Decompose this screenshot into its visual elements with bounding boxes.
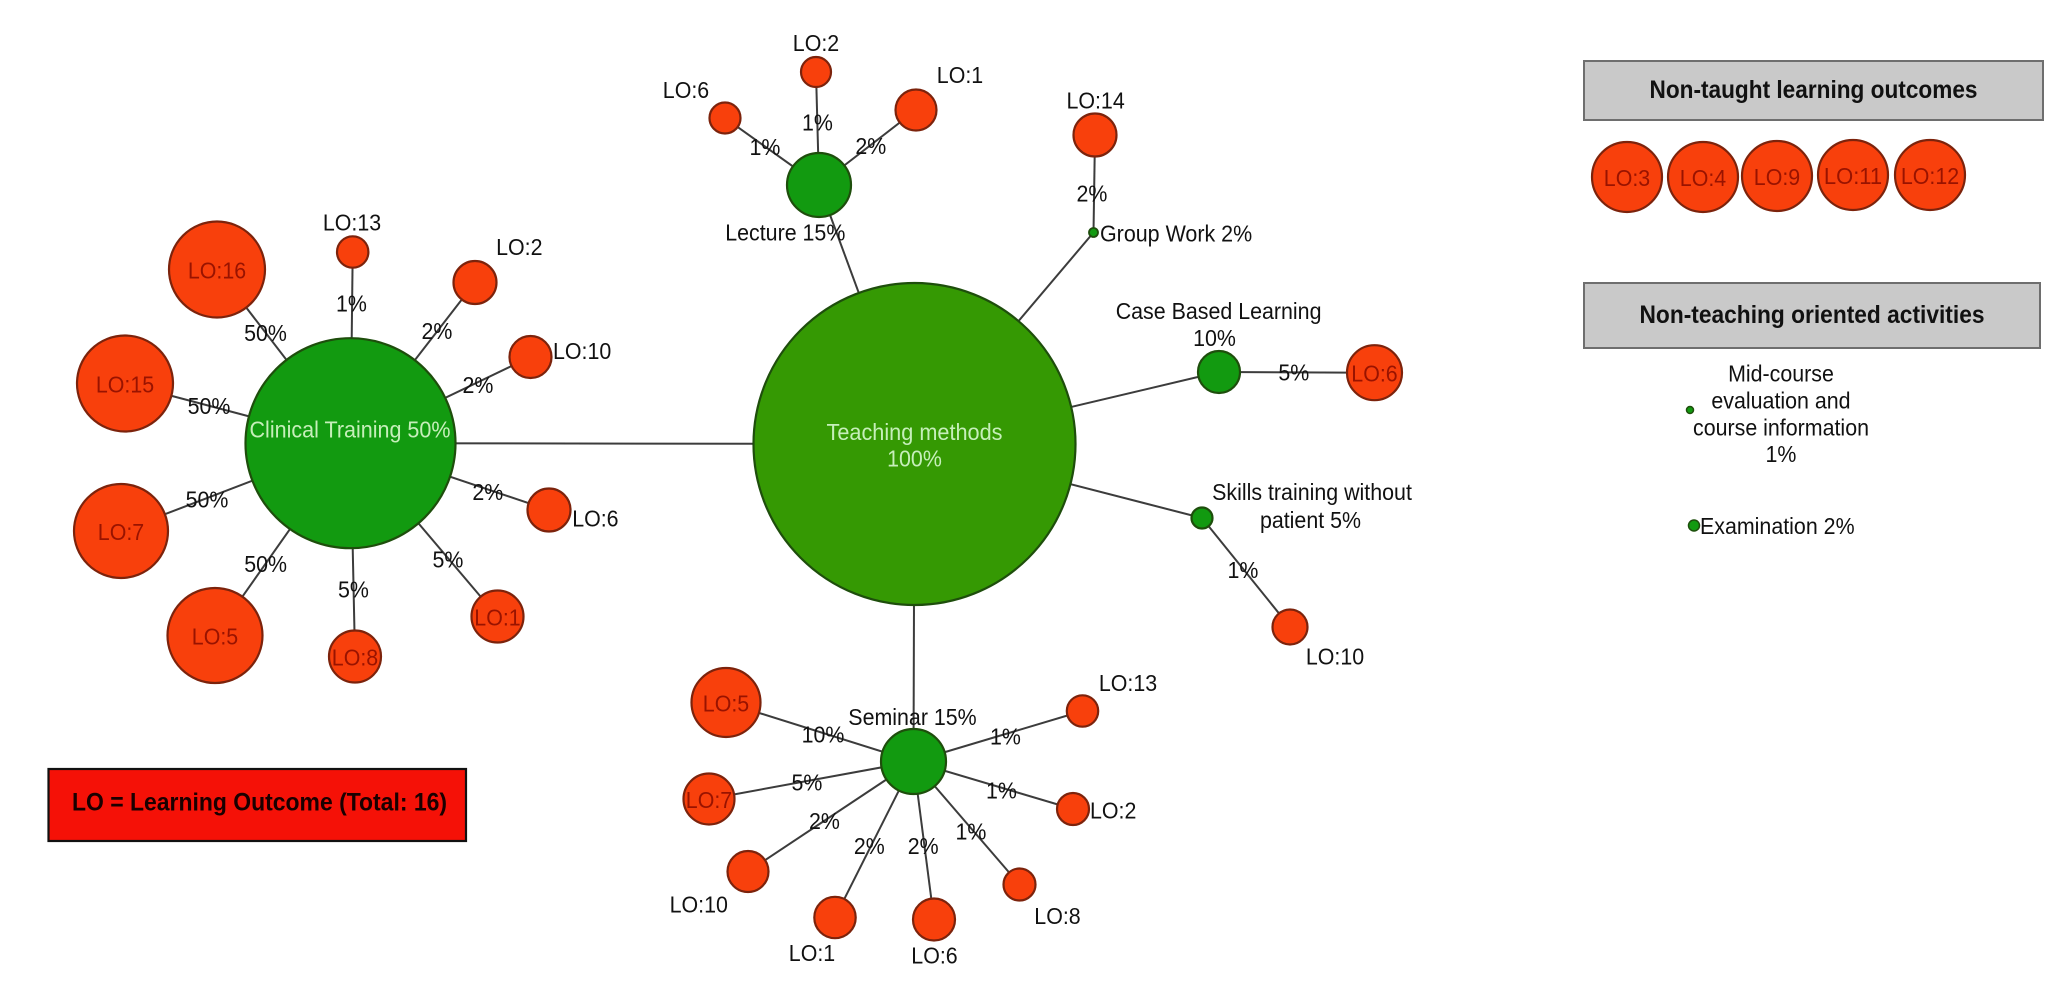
svg-text:LO:8: LO:8 (332, 645, 378, 671)
svg-text:1%: 1% (1766, 441, 1797, 467)
svg-text:LO:1: LO:1 (789, 940, 835, 966)
svg-text:Non-teaching oriented activiti: Non-teaching oriented activities (1640, 301, 1985, 329)
svg-text:10%: 10% (802, 722, 845, 748)
svg-text:LO:7: LO:7 (98, 519, 144, 545)
svg-text:Skills training without: Skills training without (1212, 479, 1412, 505)
svg-text:LO:4: LO:4 (1680, 165, 1726, 191)
svg-text:Teaching methods: Teaching methods (827, 419, 1003, 445)
svg-text:1%: 1% (1228, 557, 1259, 583)
svg-text:course information: course information (1693, 414, 1869, 440)
svg-text:2%: 2% (809, 808, 840, 834)
svg-text:LO:10: LO:10 (553, 338, 611, 364)
svg-text:LO:6: LO:6 (663, 77, 709, 103)
svg-text:50%: 50% (186, 486, 229, 512)
svg-text:50%: 50% (244, 551, 287, 577)
svg-text:2%: 2% (1077, 180, 1108, 206)
svg-text:LO:11: LO:11 (1824, 163, 1882, 189)
svg-text:LO:2: LO:2 (793, 30, 839, 56)
svg-text:1%: 1% (336, 291, 367, 317)
svg-text:10%: 10% (1193, 325, 1236, 351)
svg-text:LO:6: LO:6 (911, 943, 957, 969)
svg-text:2%: 2% (463, 372, 494, 398)
svg-text:LO:5: LO:5 (192, 624, 238, 650)
svg-text:LO:9: LO:9 (1754, 164, 1800, 190)
svg-text:5%: 5% (433, 547, 464, 573)
svg-text:2%: 2% (855, 133, 886, 159)
svg-text:5%: 5% (1278, 360, 1309, 386)
svg-text:LO:16: LO:16 (188, 258, 246, 284)
svg-text:Seminar 15%: Seminar 15% (848, 704, 976, 730)
svg-text:50%: 50% (188, 393, 231, 419)
svg-text:patient 5%: patient 5% (1260, 507, 1361, 533)
svg-text:LO:8: LO:8 (1034, 903, 1080, 929)
svg-text:LO:12: LO:12 (1901, 163, 1959, 189)
svg-text:1%: 1% (802, 109, 833, 135)
svg-text:LO:5: LO:5 (703, 691, 749, 717)
svg-text:LO:2: LO:2 (1090, 798, 1136, 824)
svg-text:LO:13: LO:13 (1099, 670, 1157, 696)
svg-text:5%: 5% (338, 577, 369, 603)
svg-text:LO:15: LO:15 (96, 372, 154, 398)
svg-text:LO:13: LO:13 (323, 210, 381, 236)
svg-text:5%: 5% (792, 770, 823, 796)
svg-text:Lecture 15%: Lecture 15% (725, 220, 845, 246)
svg-text:1%: 1% (750, 134, 781, 160)
svg-text:LO:1: LO:1 (474, 605, 520, 631)
svg-text:LO:14: LO:14 (1066, 88, 1124, 114)
svg-text:Mid-course: Mid-course (1728, 361, 1834, 387)
svg-text:50%: 50% (244, 320, 287, 346)
svg-text:Group Work 2%: Group Work 2% (1100, 221, 1252, 247)
svg-text:LO:10: LO:10 (1306, 644, 1364, 670)
svg-text:1%: 1% (956, 819, 987, 845)
svg-text:Examination 2%: Examination 2% (1700, 513, 1855, 539)
svg-text:Non-taught learning outcomes: Non-taught learning outcomes (1650, 76, 1978, 104)
svg-text:1%: 1% (990, 724, 1021, 750)
svg-text:LO:3: LO:3 (1604, 165, 1650, 191)
svg-text:LO:7: LO:7 (686, 787, 732, 813)
svg-text:Clinical Training 50%: Clinical Training 50% (250, 416, 451, 442)
svg-text:LO = Learning Outcome (Total:: LO = Learning Outcome (Total: 16) (72, 789, 447, 817)
svg-text:100%: 100% (887, 446, 942, 472)
svg-text:LO:6: LO:6 (572, 506, 618, 532)
svg-text:1%: 1% (986, 778, 1017, 804)
svg-text:LO:10: LO:10 (670, 892, 728, 918)
svg-text:2%: 2% (422, 318, 453, 344)
svg-text:evaluation and: evaluation and (1711, 388, 1850, 414)
svg-text:2%: 2% (854, 833, 885, 859)
svg-text:LO:6: LO:6 (1351, 361, 1397, 387)
svg-text:2%: 2% (908, 833, 939, 859)
svg-text:Case Based Learning: Case Based Learning (1116, 298, 1322, 324)
svg-text:LO:2: LO:2 (496, 234, 542, 260)
svg-text:LO:1: LO:1 (937, 62, 983, 88)
svg-text:2%: 2% (472, 479, 503, 505)
